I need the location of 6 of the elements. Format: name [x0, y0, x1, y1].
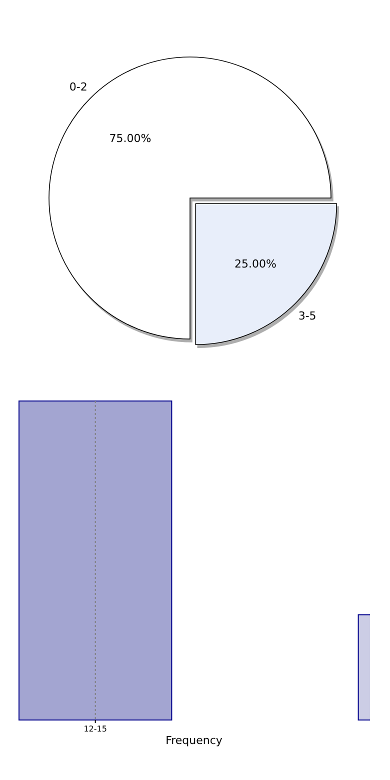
data-label: 75.00% [109, 132, 152, 146]
data-label: 25.00% [234, 257, 276, 270]
slice-label: 0-2 [69, 80, 88, 94]
slice-label: 3-5 [298, 309, 316, 322]
x-axis-title: Frequency [166, 734, 223, 747]
x-tick-label: 12-15 [84, 724, 107, 734]
